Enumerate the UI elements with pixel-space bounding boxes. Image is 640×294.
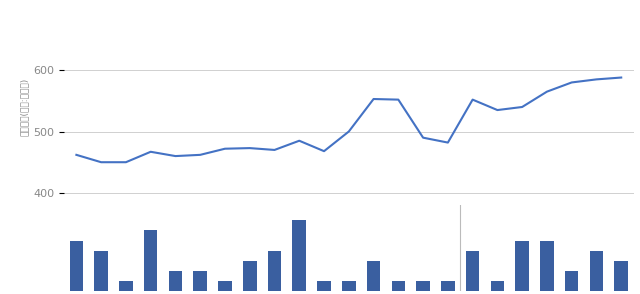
Bar [70,240,83,291]
Bar [515,240,529,291]
Bar [565,271,579,291]
Bar [193,271,207,291]
Bar [614,261,628,291]
Bar [589,251,604,291]
Bar [243,261,257,291]
Bar [367,261,380,291]
Bar [317,281,331,291]
Bar [168,271,182,291]
Bar [218,281,232,291]
Y-axis label: 거래금액(단위:백만원): 거래금액(단위:백만원) [20,78,29,136]
Bar [466,251,479,291]
Bar [292,220,306,291]
Bar [94,251,108,291]
Bar [342,281,356,291]
Bar [491,281,504,291]
Bar [441,281,454,291]
Bar [540,240,554,291]
Bar [416,281,430,291]
Bar [392,281,405,291]
Bar [144,230,157,291]
Bar [119,281,132,291]
Bar [268,251,282,291]
